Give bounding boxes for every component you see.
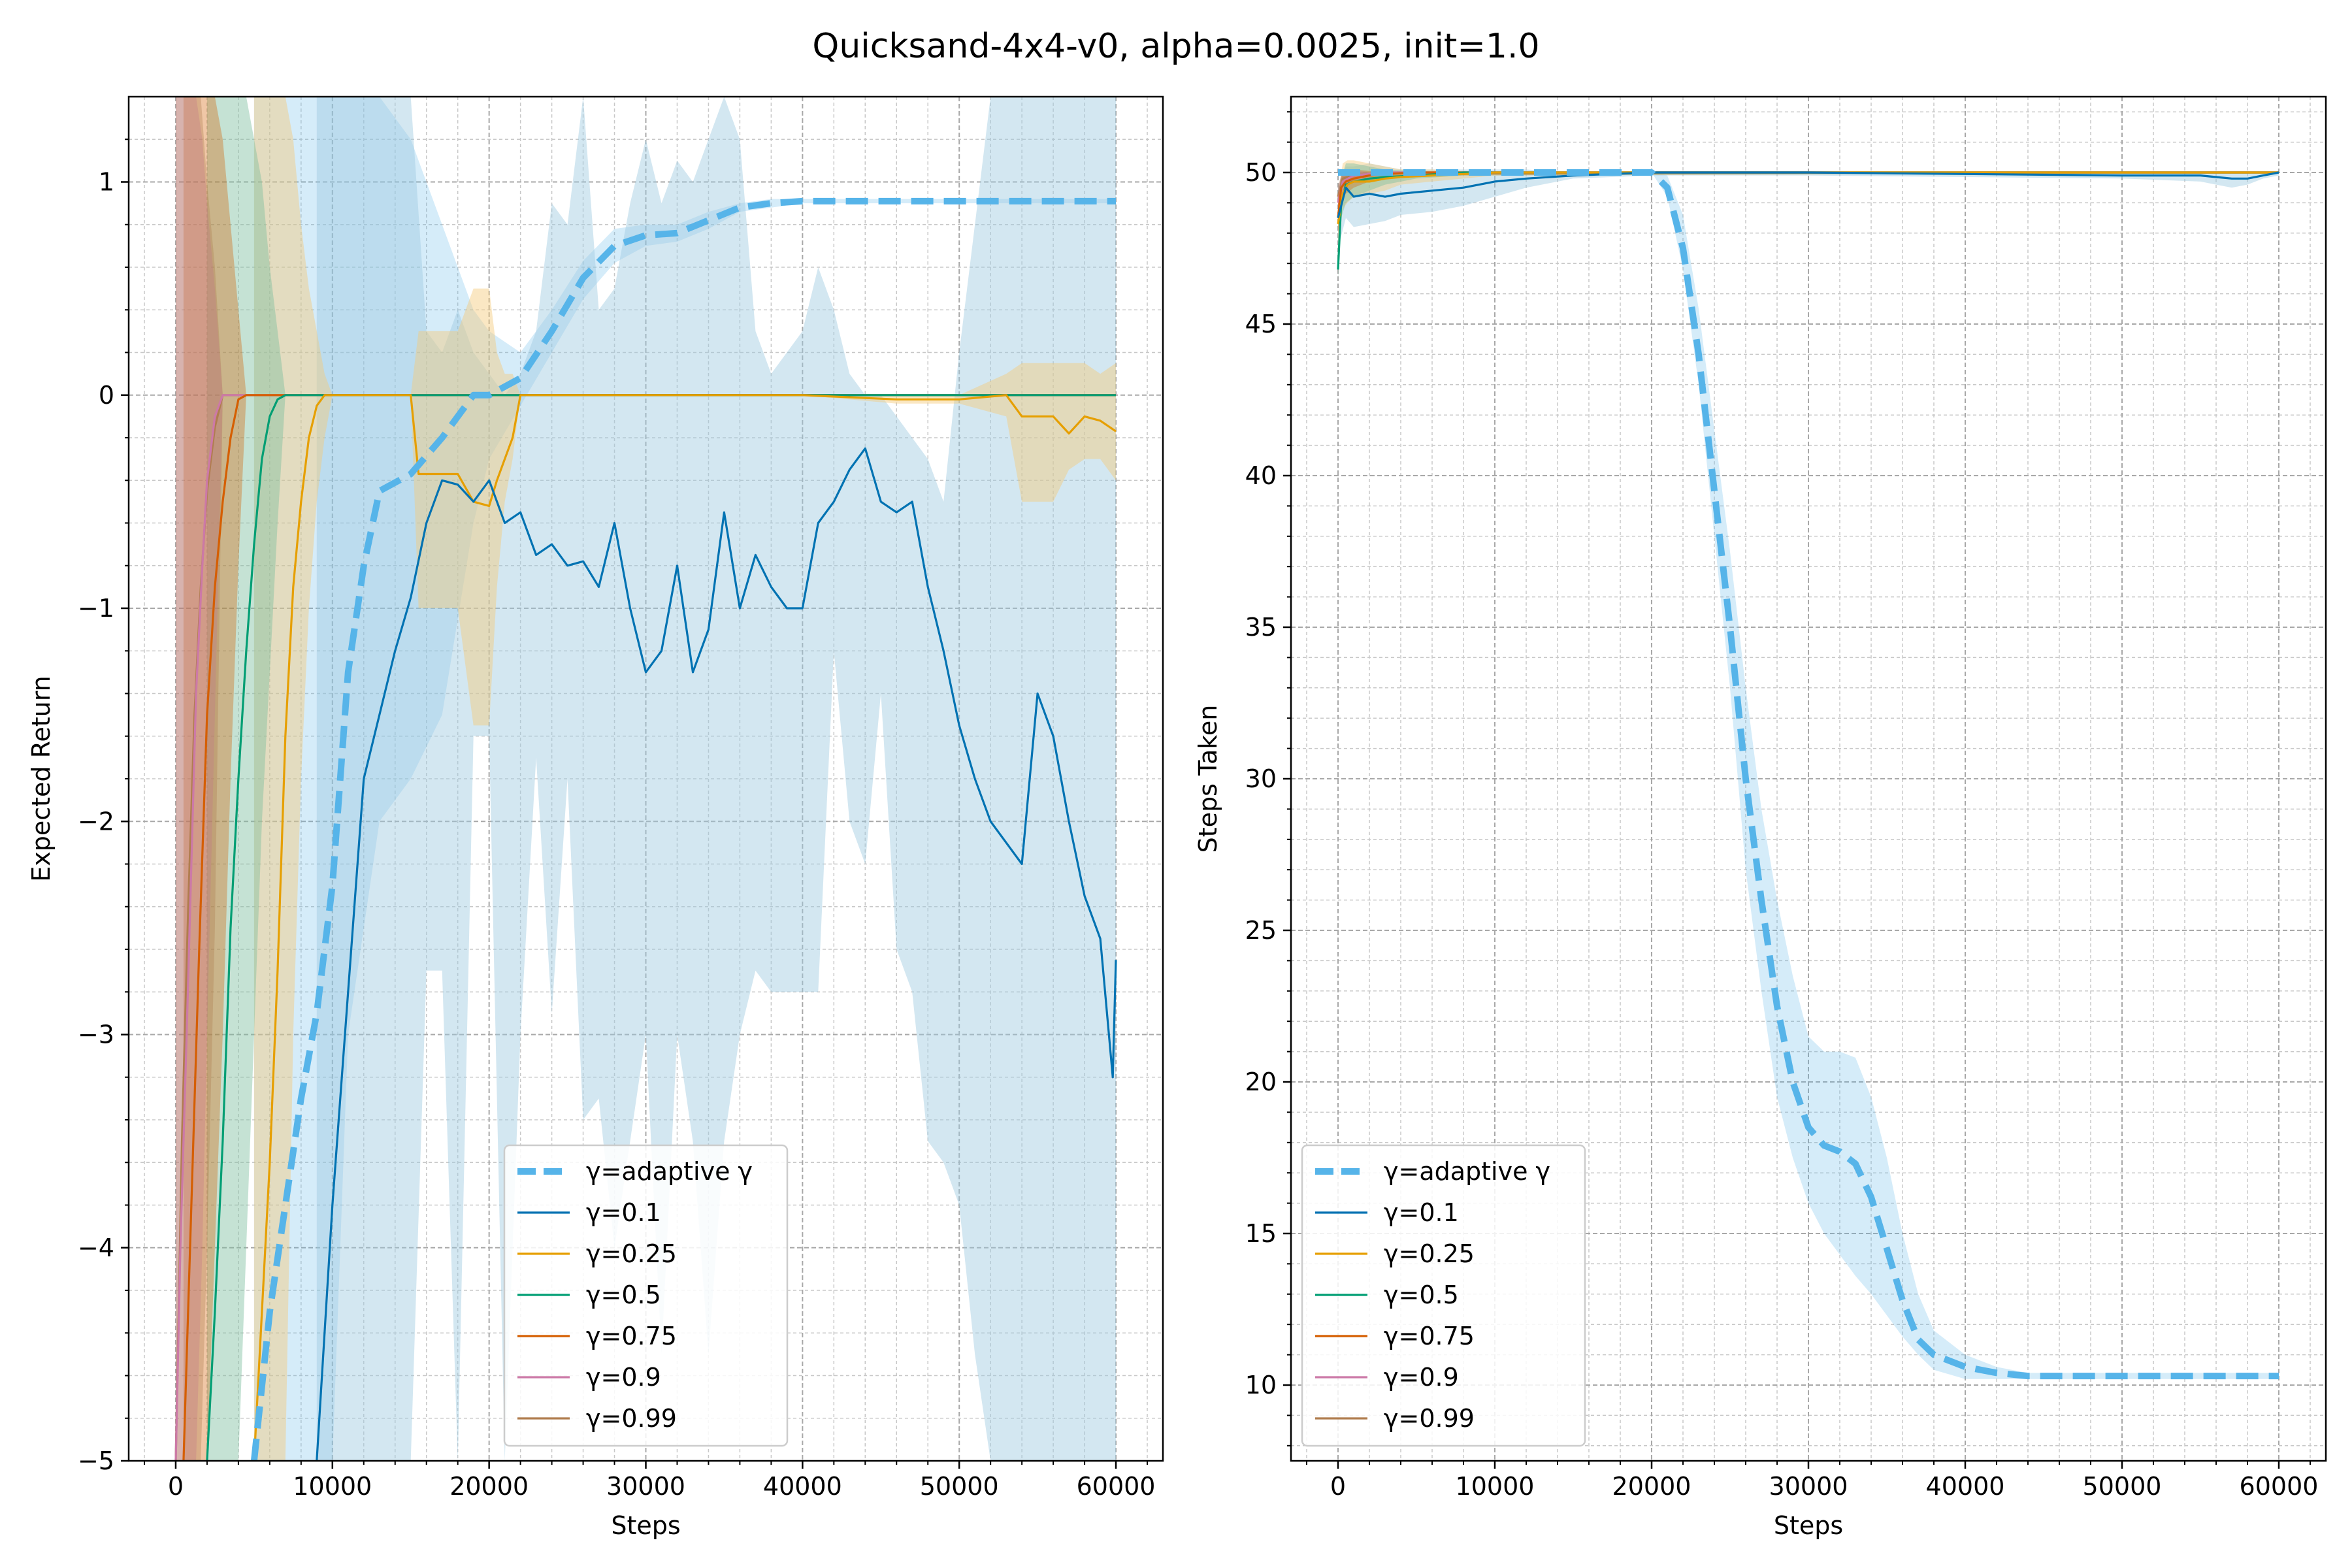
figure-title: Quicksand-4x4-v0, alpha=0.0025, init=1.0 <box>812 27 1539 66</box>
x-tick-label: 30000 <box>1769 1472 1848 1501</box>
x-tick-label: 0 <box>1330 1472 1346 1501</box>
y-tick-label: 15 <box>1245 1219 1277 1248</box>
line-g0-9 <box>174 394 1116 1461</box>
legend-box <box>1301 1144 1586 1447</box>
y-tick-label: 45 <box>1245 310 1277 338</box>
line-g0-75 <box>182 394 1116 1461</box>
line-adaptive <box>1338 169 2279 1380</box>
expected-return-panel: 0 10000 20000 30000 40000 50000 60000 −5 −4 −3 −2 −… <box>27 95 1164 1540</box>
y-tick-label: 35 <box>1245 613 1277 642</box>
x-tick-label: 50000 <box>920 1472 999 1501</box>
y-tick-label: −3 <box>78 1021 114 1049</box>
legend-label: γ=adaptive γ <box>586 1157 753 1186</box>
legend-label: γ=0.9 <box>1384 1363 1459 1392</box>
series-lines <box>174 197 1117 1461</box>
legend: γ=adaptive γ γ=0.1 γ=0.25 γ=0.5 γ=0.75 γ=0.9 γ… <box>1301 1144 1586 1447</box>
y-tick-label: −4 <box>78 1233 114 1262</box>
y-axis-label: Expected Return <box>27 676 56 881</box>
x-tick-label: 50000 <box>2083 1472 2162 1501</box>
confidence-bands <box>176 97 1116 1461</box>
x-tick-label: 30000 <box>606 1472 685 1501</box>
legend-label: γ=0.99 <box>586 1404 677 1433</box>
x-tick-label: 40000 <box>763 1472 842 1501</box>
y-tick-label: −2 <box>78 807 114 836</box>
y-tick-label: 50 <box>1245 158 1277 187</box>
legend-label: γ=0.1 <box>1384 1198 1459 1227</box>
band-g0-1 <box>316 97 1116 1461</box>
x-tick-label: 60000 <box>1077 1472 1156 1501</box>
x-tick-label: 60000 <box>2240 1472 2319 1501</box>
legend-label: γ=0.1 <box>586 1198 661 1227</box>
legend-label: γ=0.9 <box>586 1363 661 1392</box>
y-tick-label: −5 <box>78 1446 114 1475</box>
y-tick-label: 40 <box>1245 461 1277 490</box>
legend-label: γ=adaptive γ <box>1384 1157 1550 1186</box>
series-lines <box>1337 169 2279 1380</box>
legend-label: γ=0.25 <box>1384 1239 1475 1268</box>
y-tick-label: 1 <box>99 168 114 197</box>
x-tick-label: 40000 <box>1926 1472 2005 1501</box>
band-g0-25 <box>253 97 1116 1461</box>
band-adaptive <box>253 97 1116 1461</box>
legend: γ=adaptive γ γ=0.1 γ=0.25 γ=0.5 γ=0.75 γ=0.9 γ… <box>503 1144 789 1447</box>
legend-label: γ=0.25 <box>586 1239 677 1268</box>
legend-label: γ=0.5 <box>586 1281 661 1309</box>
y-tick-label: 30 <box>1245 764 1277 793</box>
x-axis-label: Steps <box>1774 1511 1843 1540</box>
line-g0-25 <box>253 394 1117 1461</box>
x-tick-label: 20000 <box>449 1472 529 1501</box>
x-tick-label: 20000 <box>1612 1472 1691 1501</box>
x-tick-label: 0 <box>168 1472 184 1501</box>
band-adaptive <box>1338 172 2279 1379</box>
x-axis-label: Steps <box>611 1511 680 1540</box>
x-tick-label: 10000 <box>1456 1472 1535 1501</box>
legend-label: γ=0.75 <box>586 1322 677 1350</box>
line-g0-1 <box>316 447 1117 1461</box>
line-adaptive <box>250 197 1116 1461</box>
y-axis-label: Steps Taken <box>1194 705 1222 853</box>
legend-box <box>503 1144 789 1447</box>
x-tick-label: 10000 <box>293 1472 372 1501</box>
y-tick-label: 25 <box>1245 916 1277 945</box>
y-tick-label: 0 <box>99 381 114 410</box>
y-tick-label: 10 <box>1245 1371 1277 1399</box>
steps-taken-panel: 0 10000 20000 30000 40000 50000 60000 10 15 20 25 3… <box>1194 95 2327 1540</box>
y-tick-label: −1 <box>78 594 114 623</box>
y-tick-label: 20 <box>1245 1068 1277 1096</box>
legend-label: γ=0.5 <box>1384 1281 1459 1309</box>
legend-label: γ=0.99 <box>1384 1404 1475 1433</box>
line-g0-5 <box>206 394 1116 1461</box>
legend-label: γ=0.75 <box>1384 1322 1475 1350</box>
